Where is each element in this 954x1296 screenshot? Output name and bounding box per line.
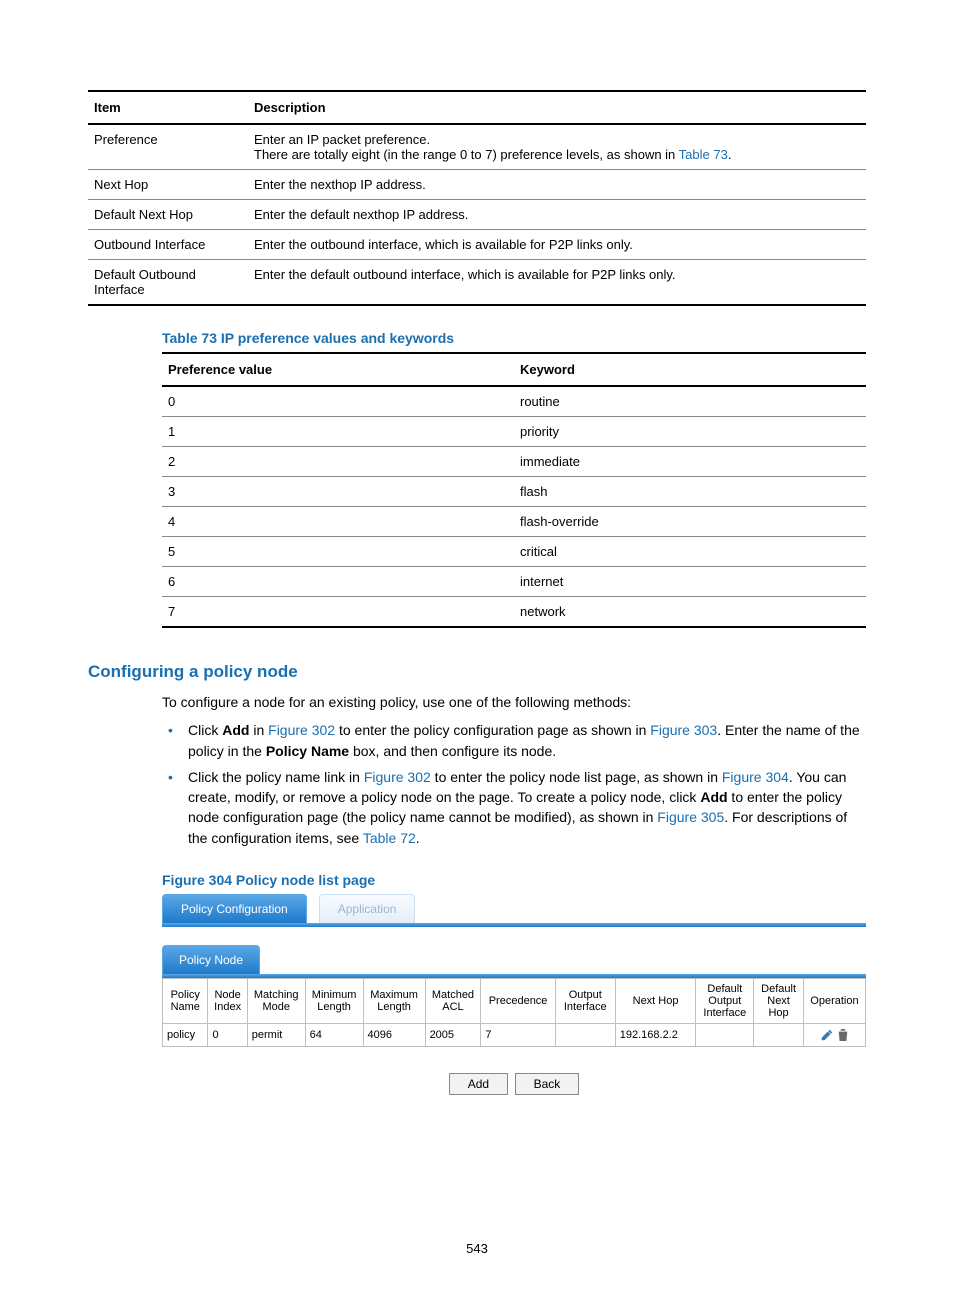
col-pref-value: Preference value <box>162 353 514 386</box>
subtab-row: Policy Node <box>162 945 866 974</box>
policy-node-grid: Policy Name Node Index Matching Mode Min… <box>162 978 866 1047</box>
section-heading: Configuring a policy node <box>88 662 866 682</box>
cell-default-next-hop <box>754 1024 804 1047</box>
col-matching-mode: Matching Mode <box>247 979 305 1024</box>
tab-application[interactable]: Application <box>319 894 416 923</box>
cell-matched-acl: 2005 <box>425 1024 481 1047</box>
col-policy-name: Policy Name <box>163 979 208 1024</box>
cell-item: Default Outbound Interface <box>88 260 248 306</box>
cell-desc: Enter the default nexthop IP address. <box>248 200 866 230</box>
cell-item: Next Hop <box>88 170 248 200</box>
add-button[interactable]: Add <box>449 1073 508 1095</box>
cell-default-output-interface <box>696 1024 754 1047</box>
desc-line: There are totally eight (in the range 0 … <box>254 147 860 162</box>
figure-304-title: Figure 304 Policy node list page <box>162 872 866 888</box>
cell-item: Default Next Hop <box>88 200 248 230</box>
col-precedence: Precedence <box>481 979 555 1024</box>
link-figure-302[interactable]: Figure 302 <box>268 722 335 738</box>
table-row: 7network <box>162 597 866 628</box>
cell-output-interface <box>555 1024 615 1047</box>
table-row: 5critical <box>162 537 866 567</box>
link-figure-303[interactable]: Figure 303 <box>650 722 717 738</box>
table-row: 2immediate <box>162 447 866 477</box>
link-figure-302[interactable]: Figure 302 <box>364 769 431 785</box>
col-keyword: Keyword <box>514 353 866 386</box>
top-tab-row: Policy Configuration Application <box>162 894 866 923</box>
list-item: Click the policy name link in Figure 302… <box>162 767 866 848</box>
back-button[interactable]: Back <box>515 1073 580 1095</box>
link-table-72[interactable]: Table 72 <box>363 830 416 846</box>
table-73-title: Table 73 IP preference values and keywor… <box>162 330 866 346</box>
cell-operation <box>803 1024 865 1047</box>
tab-policy-configuration[interactable]: Policy Configuration <box>162 894 307 923</box>
col-next-hop: Next Hop <box>615 979 696 1024</box>
cell-precedence: 7 <box>481 1024 555 1047</box>
grid-header-row: Policy Name Node Index Matching Mode Min… <box>163 979 866 1024</box>
col-node-index: Node Index <box>208 979 247 1024</box>
col-operation: Operation <box>803 979 865 1024</box>
table-row: Preference Enter an IP packet preference… <box>88 124 866 170</box>
link-figure-304[interactable]: Figure 304 <box>722 769 789 785</box>
table-row: Default Next Hop Enter the default nexth… <box>88 200 866 230</box>
cell-policy-name: policy <box>163 1024 208 1047</box>
cell-matching-mode: permit <box>247 1024 305 1047</box>
grid-row: policy 0 permit 64 4096 2005 7 192.168.2… <box>163 1024 866 1047</box>
list-item: Click Add in Figure 302 to enter the pol… <box>162 720 866 761</box>
cell-desc: Enter an IP packet preference. There are… <box>248 124 866 170</box>
section-intro: To configure a node for an existing poli… <box>162 692 866 712</box>
edit-icon[interactable] <box>820 1029 837 1041</box>
col-description: Description <box>248 91 866 124</box>
table-row: 6internet <box>162 567 866 597</box>
tab-underline <box>162 923 866 927</box>
subtab-policy-node[interactable]: Policy Node <box>162 945 260 974</box>
cell-desc: Enter the nexthop IP address. <box>248 170 866 200</box>
table-row: 0routine <box>162 386 866 417</box>
table-row: Outbound Interface Enter the outbound in… <box>88 230 866 260</box>
page-number: 543 <box>0 1241 954 1256</box>
col-matched-acl: Matched ACL <box>425 979 481 1024</box>
col-output-interface: Output Interface <box>555 979 615 1024</box>
table-row: Next Hop Enter the nexthop IP address. <box>88 170 866 200</box>
col-min-length: Minimum Length <box>305 979 363 1024</box>
button-row: Add Back <box>162 1073 866 1095</box>
link-table-73[interactable]: Table 73 <box>679 147 728 162</box>
cell-next-hop: 192.168.2.2 <box>615 1024 696 1047</box>
bullet-list: Click Add in Figure 302 to enter the pol… <box>162 720 866 848</box>
table-row: 1priority <box>162 417 866 447</box>
cell-desc: Enter the default outbound interface, wh… <box>248 260 866 306</box>
col-max-length: Maximum Length <box>363 979 425 1024</box>
cell-node-index: 0 <box>208 1024 247 1047</box>
desc-line: Enter an IP packet preference. <box>254 132 860 147</box>
preference-keyword-table: Preference value Keyword 0routine 1prior… <box>162 352 866 628</box>
col-item: Item <box>88 91 248 124</box>
cell-desc: Enter the outbound interface, which is a… <box>248 230 866 260</box>
item-description-table: Item Description Preference Enter an IP … <box>88 90 866 306</box>
cell-item: Outbound Interface <box>88 230 248 260</box>
col-default-next-hop: Default Next Hop <box>754 979 804 1024</box>
cell-max-length: 4096 <box>363 1024 425 1047</box>
table-row: 4flash-override <box>162 507 866 537</box>
cell-item: Preference <box>88 124 248 170</box>
cell-min-length: 64 <box>305 1024 363 1047</box>
link-figure-305[interactable]: Figure 305 <box>657 809 724 825</box>
delete-icon[interactable] <box>837 1029 849 1041</box>
table-row: 3flash <box>162 477 866 507</box>
policy-node-screenshot: Policy Configuration Application Policy … <box>162 894 866 1095</box>
table-row: Default Outbound Interface Enter the def… <box>88 260 866 306</box>
col-default-output-interface: Default Output Interface <box>696 979 754 1024</box>
